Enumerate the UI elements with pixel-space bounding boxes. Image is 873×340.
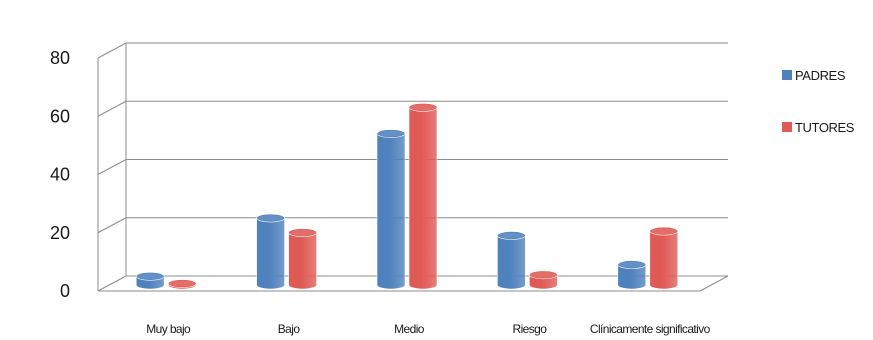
x-category-label-muy-bajo: Muy bajo xyxy=(146,322,191,336)
gridline-depth-40 xyxy=(97,159,127,175)
y-tick-label-20: 20 xyxy=(50,223,70,243)
x-category-label-riesgo: Riesgo xyxy=(513,322,548,336)
bar-padres-bajo-top xyxy=(256,213,285,223)
bar-padres-clinicamente-significativo-body xyxy=(617,264,647,290)
bar-tutores-riesgo xyxy=(529,270,558,290)
y-tick-label-40: 40 xyxy=(50,165,70,185)
bar-padres-medio-top xyxy=(376,129,406,138)
gridline-depth-0 xyxy=(97,275,127,292)
bar-padres-clinicamente-significativo-top-highlight xyxy=(618,261,645,268)
gridline-depth-80 xyxy=(97,42,127,59)
bar-padres-riesgo-body xyxy=(497,235,526,290)
bar-tutores-muy-bajo xyxy=(167,279,197,290)
legend-swatch-padres xyxy=(782,70,792,80)
gridline-depth-20 xyxy=(97,217,127,234)
bar-padres-bajo-body xyxy=(256,217,285,290)
bar-tutores-clinicamente-significativo-top xyxy=(649,226,679,236)
bar-tutores-riesgo-top-highlight xyxy=(530,271,557,278)
bar-tutores-clinicamente-significativo xyxy=(649,226,679,290)
bar-padres-medio xyxy=(376,129,406,290)
bars xyxy=(135,103,679,290)
x-category-label-clinicamente-significativo: Clínicamente significativo xyxy=(590,322,711,336)
bar-tutores-bajo-body xyxy=(288,232,317,290)
bar-padres-medio-top-highlight xyxy=(378,130,404,137)
axes xyxy=(97,43,127,291)
x-category-labels: Muy bajo Bajo Medio Riesgo Clínicamente sign… xyxy=(146,322,711,336)
bar-tutores-medio-body xyxy=(408,107,438,290)
bar-padres-clinicamente-significativo-top xyxy=(617,260,647,269)
legend-swatch-tutores xyxy=(782,122,792,132)
bar-tutores-bajo xyxy=(288,228,317,290)
y-tick-labels: 0 20 40 60 80 xyxy=(50,48,70,301)
bar-padres-riesgo xyxy=(497,231,526,290)
bar-padres-muy-bajo-top xyxy=(135,271,165,281)
bar-tutores-bajo-top-highlight xyxy=(289,229,316,236)
bar-tutores-medio-top-highlight xyxy=(410,104,436,111)
bar-padres-riesgo-top xyxy=(497,231,526,240)
legend-label-tutores: TUTORES xyxy=(795,120,855,135)
bar-tutores-riesgo-top xyxy=(529,270,558,280)
floor-right-edge xyxy=(699,275,729,292)
legend: PADRES TUTORES xyxy=(782,68,855,135)
bar-padres-muy-bajo-top-highlight xyxy=(137,273,164,280)
y-tick-label-0: 0 xyxy=(60,281,70,301)
bar-tutores-clinicamente-significativo-top-highlight xyxy=(650,228,677,235)
bar-padres-bajo xyxy=(256,213,285,290)
bar-padres-clinicamente-significativo xyxy=(617,260,647,290)
bar-padres-bajo-top-highlight xyxy=(257,215,284,222)
bar-tutores-medio-top xyxy=(408,103,438,112)
gridline-depth-60 xyxy=(97,100,127,117)
y-tick-label-80: 80 xyxy=(50,48,70,68)
bar-tutores-medio xyxy=(408,103,438,290)
bar-tutores-bajo-top xyxy=(288,228,317,237)
bar-padres-medio-body xyxy=(376,133,406,290)
bar-padres-riesgo-top-highlight xyxy=(498,232,525,239)
x-category-label-bajo: Bajo xyxy=(278,322,301,336)
x-category-label-medio: Medio xyxy=(394,322,425,336)
bar-tutores-muy-bajo-top xyxy=(167,279,197,288)
bar-padres-muy-bajo xyxy=(135,271,165,290)
legend-label-padres: PADRES xyxy=(795,68,846,83)
y-tick-label-60: 60 xyxy=(50,106,70,126)
bar-tutores-muy-bajo-top-highlight xyxy=(169,280,196,287)
bar-tutores-clinicamente-significativo-body xyxy=(649,230,679,290)
